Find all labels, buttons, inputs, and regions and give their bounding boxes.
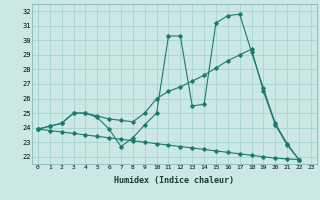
X-axis label: Humidex (Indice chaleur): Humidex (Indice chaleur) — [115, 176, 234, 185]
